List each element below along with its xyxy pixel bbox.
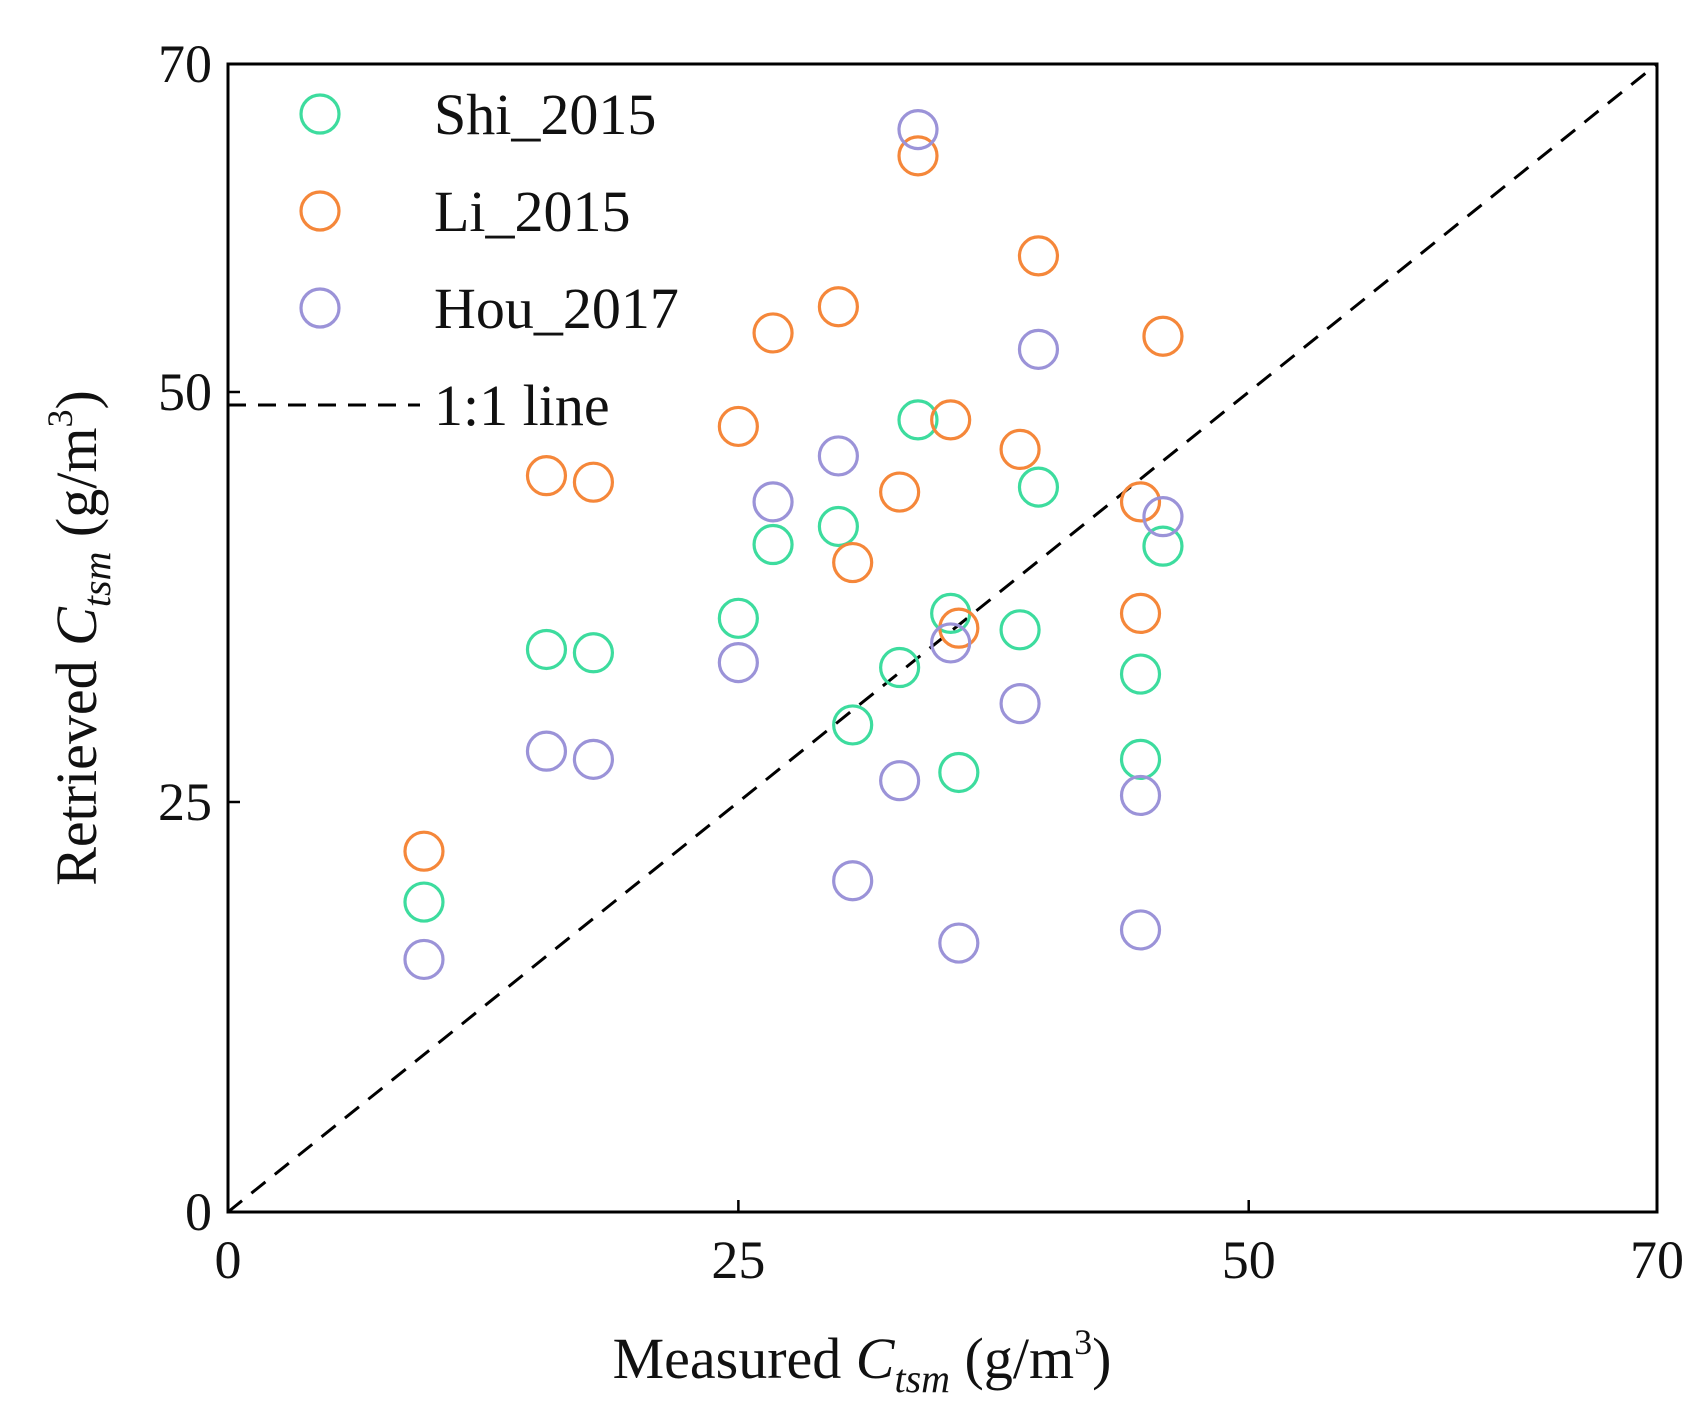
data-point (717, 597, 759, 639)
y-axis-title-prefix: Retrieved (44, 646, 109, 886)
y-axis-title-var: C (44, 606, 109, 646)
data-point (879, 646, 921, 689)
data-point (752, 523, 794, 566)
data-point (897, 399, 939, 441)
data-point (999, 682, 1041, 725)
data-point (817, 505, 859, 548)
data-point (832, 860, 874, 902)
x-axis-title-var: C (856, 1326, 896, 1391)
x-axis-title-unit-sup: 3 (1074, 1322, 1092, 1362)
data-point (999, 609, 1041, 651)
data-point (817, 435, 859, 477)
y-tick-label: 70 (158, 34, 212, 94)
x-tick-label: 50 (1222, 1230, 1276, 1290)
data-point (832, 541, 874, 584)
legend-label: 1:1 line (434, 373, 610, 438)
data-point (572, 461, 615, 503)
axis-ticks: 0 25 50 70 0 25 50 70 (158, 34, 1684, 1290)
data-point (930, 622, 972, 664)
series-shi-2015 (403, 399, 1184, 923)
data-point (525, 628, 568, 671)
data-point (752, 481, 794, 523)
x-axis-title-unit-open: (g/m (950, 1326, 1074, 1391)
legend: Shi_2015 Li_2015 Hou_2017 1:1 line (228, 82, 679, 438)
y-tick-label: 0 (185, 1182, 212, 1242)
data-point (1119, 909, 1162, 951)
y-axis-title-unit-open: (g/m (44, 428, 109, 552)
x-axis-title-unit-close: ) (1092, 1326, 1111, 1391)
data-point (1119, 592, 1162, 635)
legend-label: Li_2015 (434, 179, 631, 244)
data-point (403, 830, 445, 872)
y-axis-title-sub: tsm (74, 552, 119, 608)
data-point (525, 730, 568, 772)
data-point (1119, 653, 1162, 695)
data-point (1119, 774, 1162, 817)
data-point (403, 881, 445, 923)
data-point (717, 641, 759, 684)
data-point (1119, 481, 1162, 523)
legend-marker (299, 93, 341, 135)
data-point (832, 704, 874, 746)
series-hou-2017 (403, 109, 1184, 981)
data-point (572, 738, 615, 780)
data-point (879, 760, 921, 802)
data-point (1119, 738, 1162, 780)
plot-frame (226, 62, 1659, 1214)
data-point (1142, 496, 1184, 538)
data-point (938, 751, 980, 794)
x-axis-title-prefix: Measured (613, 1326, 856, 1391)
data-point (1142, 315, 1184, 357)
y-tick-label: 25 (158, 772, 212, 832)
x-tick-label: 25 (711, 1230, 765, 1290)
data-point (897, 109, 939, 151)
y-tick-label: 50 (158, 362, 212, 422)
data-point (752, 312, 794, 354)
data-point (572, 632, 615, 674)
data-point (717, 405, 759, 448)
y-axis-title: Retrieved Ctsm (g/m3) (40, 390, 119, 886)
data-point (938, 922, 980, 964)
series-li-2015 (403, 135, 1184, 872)
x-axis-title: Measured Ctsm (g/m3) (613, 1322, 1112, 1401)
scatter-points (403, 109, 1184, 981)
x-axis-title-sub: tsm (894, 1356, 950, 1401)
data-point (1017, 466, 1060, 508)
data-point (525, 455, 568, 497)
data-point (817, 286, 859, 328)
x-tick-label: 0 (215, 1230, 242, 1290)
data-point (930, 399, 972, 441)
legend-marker (299, 190, 341, 232)
data-point (1142, 525, 1184, 567)
y-axis-title-unit-close: ) (44, 390, 109, 409)
y-axis-title-unit-sup: 3 (40, 410, 80, 428)
data-point (897, 135, 939, 177)
data-point (999, 428, 1041, 470)
data-point (879, 471, 921, 513)
x-tick-label: 70 (1630, 1230, 1684, 1290)
data-point (403, 938, 445, 981)
legend-marker (299, 287, 341, 329)
data-point (1017, 235, 1060, 277)
legend-label: Hou_2017 (434, 276, 679, 341)
legend-label: Shi_2015 (434, 82, 656, 147)
data-point (1017, 328, 1060, 370)
